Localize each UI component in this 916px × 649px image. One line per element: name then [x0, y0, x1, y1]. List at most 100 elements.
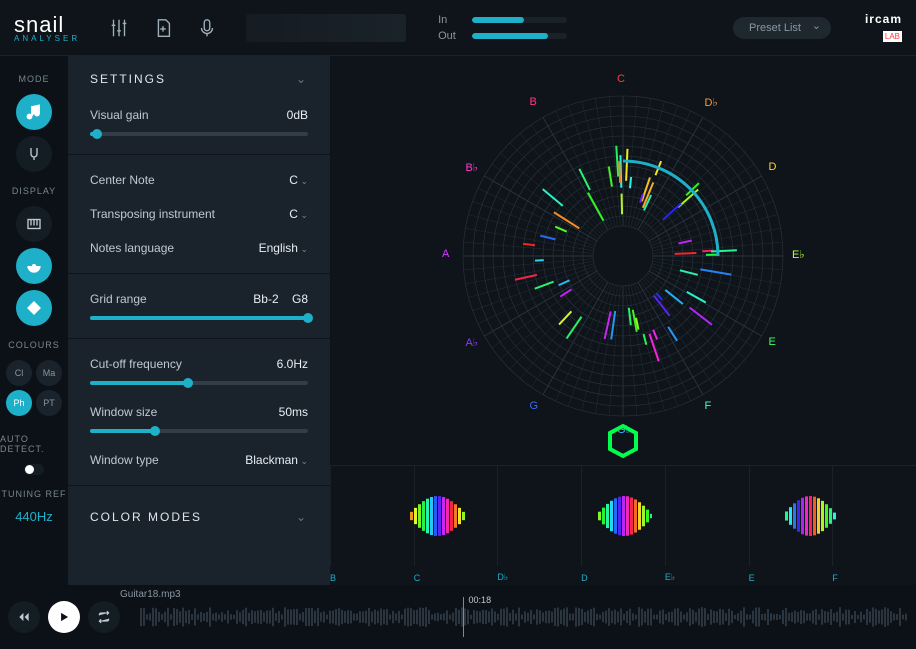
- transposing-value: C: [289, 207, 308, 221]
- note-indicator-icon: [605, 423, 641, 459]
- visual-gain-row: Visual gain 0dB: [68, 98, 330, 132]
- note-label-b: B: [530, 96, 537, 108]
- piano-note-f: F: [832, 573, 838, 583]
- settings-panel: SETTINGS ⌄ Visual gain 0dB Center Note C…: [68, 56, 330, 585]
- grid-range-low: Bb-2: [253, 292, 278, 306]
- tuning-ref-value[interactable]: 440Hz: [15, 509, 53, 524]
- output-meter-row: Out: [438, 30, 567, 42]
- mode-section-label: MODE: [19, 74, 50, 84]
- grid-range-high: G8: [292, 292, 308, 306]
- display-piano-button[interactable]: [16, 206, 52, 242]
- snail-display-area: CD♭DE♭EFG♭GA♭AB♭B BCD♭DE♭EF: [330, 56, 916, 585]
- output-label: Out: [438, 30, 462, 42]
- logo-subtitle: ANALYSER: [14, 34, 80, 43]
- input-label: In: [438, 14, 462, 26]
- cutoff-value: 6.0Hz: [277, 357, 308, 371]
- colours-section-label: COLOURS: [8, 340, 60, 350]
- display-section-label: DISPLAY: [12, 186, 56, 196]
- input-meter-row: In: [438, 14, 567, 26]
- note-label-e-flat: E♭: [792, 248, 805, 261]
- visual-gain-slider[interactable]: [68, 132, 330, 146]
- window-size-slider[interactable]: [68, 429, 330, 443]
- settings-header[interactable]: SETTINGS ⌄: [68, 56, 330, 98]
- center-note-value: C: [289, 173, 308, 187]
- colour-pill-cl[interactable]: Cl: [6, 360, 32, 386]
- piano-note-c: C: [414, 573, 421, 583]
- left-rail: MODE DISPLAY COLOURS ClMaPhPT AUTO DETEC…: [0, 56, 68, 585]
- auto-detect-toggle[interactable]: [24, 464, 44, 475]
- window-type-label: Window type: [90, 453, 159, 467]
- spectrum-blob: [594, 494, 652, 538]
- piano-note-b: B: [330, 573, 336, 583]
- cutoff-row: Cut-off frequency 6.0Hz: [68, 347, 330, 381]
- play-button[interactable]: [48, 601, 80, 633]
- display-diamond-button[interactable]: [16, 290, 52, 326]
- waveform-timeline[interactable]: 00:18: [140, 597, 908, 637]
- output-meter[interactable]: [472, 33, 567, 39]
- ircam-logo: ircam LAB: [865, 12, 902, 44]
- note-label-b-flat: B♭: [465, 161, 478, 174]
- transport-bar: Guitar18.mp3 00:18: [0, 585, 916, 649]
- note-label-a: A: [442, 248, 449, 260]
- note-label-e: E: [769, 336, 776, 348]
- note-label-g: G: [530, 400, 539, 412]
- cutoff-slider[interactable]: [68, 381, 330, 395]
- top-bar: snail ANALYSER In Out Preset List ircam …: [0, 0, 916, 56]
- auto-detect-label: AUTO DETECT.: [0, 434, 68, 454]
- microphone-icon[interactable]: [196, 17, 218, 39]
- notes-language-value: English: [259, 241, 308, 255]
- display-snail-button[interactable]: [16, 248, 52, 284]
- mode-music-button[interactable]: [16, 94, 52, 130]
- chevron-down-icon: ⌄: [296, 72, 308, 86]
- window-size-label: Window size: [90, 405, 157, 419]
- mode-tuner-button[interactable]: [16, 136, 52, 172]
- colour-pill-pt[interactable]: PT: [36, 390, 62, 416]
- piano-note-d-flat: D♭: [497, 572, 508, 583]
- grid-range-label: Grid range: [90, 292, 147, 306]
- transposing-row[interactable]: Transposing instrument C: [68, 197, 330, 231]
- mini-spectrum: [246, 14, 406, 42]
- piano-note-d: D: [581, 573, 588, 583]
- center-note-row[interactable]: Center Note C: [68, 163, 330, 197]
- notes-language-label: Notes language: [90, 241, 174, 255]
- top-icon-row: [108, 17, 218, 39]
- color-modes-header[interactable]: COLOR MODES ⌄: [68, 494, 330, 536]
- notes-language-row[interactable]: Notes language English: [68, 231, 330, 265]
- window-type-value: Blackman: [245, 453, 308, 467]
- playhead[interactable]: [463, 597, 464, 637]
- note-label-c: C: [617, 73, 625, 85]
- io-meters: In Out: [438, 14, 567, 42]
- color-modes-title: COLOR MODES: [90, 510, 202, 524]
- note-label-f: F: [705, 400, 712, 412]
- window-size-row: Window size 50ms: [68, 395, 330, 429]
- rewind-button[interactable]: [8, 601, 40, 633]
- transposing-label: Transposing instrument: [90, 207, 215, 221]
- app-logo: snail ANALYSER: [14, 12, 80, 43]
- piano-note-e-flat: E♭: [665, 572, 675, 583]
- settings-title: SETTINGS: [90, 72, 166, 86]
- grid-range-slider[interactable]: [68, 316, 330, 330]
- grid-range-row: Grid range Bb-2 G8: [68, 282, 330, 316]
- spectrum-blob: [406, 494, 466, 538]
- spectrum-blob: [781, 494, 836, 538]
- piano-strip: B C D♭ D E♭ E F: [330, 465, 916, 585]
- preset-dropdown[interactable]: Preset List: [733, 17, 831, 39]
- cutoff-label: Cut-off frequency: [90, 357, 182, 371]
- tuning-ref-label: TUNING REF: [2, 489, 67, 499]
- ircam-text: ircam: [865, 12, 902, 26]
- window-size-value: 50ms: [279, 405, 308, 419]
- window-type-row[interactable]: Window type Blackman: [68, 443, 330, 477]
- center-note-label: Center Note: [90, 173, 155, 187]
- note-label-d: D: [769, 161, 777, 173]
- time-display: 00:18: [469, 595, 492, 605]
- input-meter[interactable]: [472, 17, 567, 23]
- loop-button[interactable]: [88, 601, 120, 633]
- colour-pill-ma[interactable]: Ma: [36, 360, 62, 386]
- chevron-down-icon: ⌄: [296, 510, 308, 524]
- visual-gain-value: 0dB: [287, 108, 308, 122]
- colour-pill-ph[interactable]: Ph: [6, 390, 32, 416]
- note-label-a-flat: A♭: [465, 336, 478, 349]
- piano-note-e: E: [749, 573, 755, 583]
- file-add-icon[interactable]: [152, 17, 174, 39]
- sliders-icon[interactable]: [108, 17, 130, 39]
